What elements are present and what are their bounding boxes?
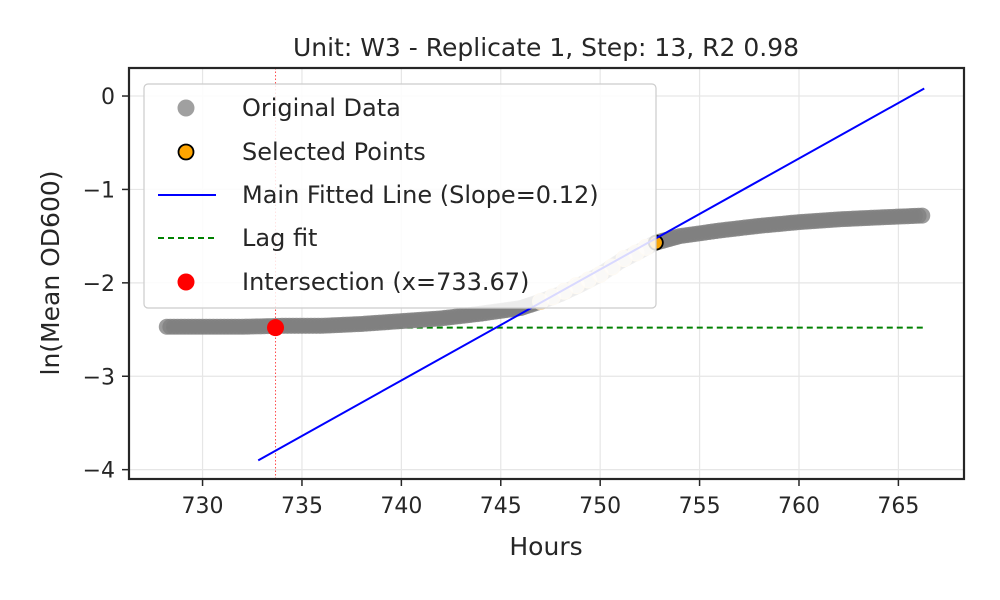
x-tick-label: 750 [579, 494, 621, 519]
x-tick-label: 740 [380, 494, 422, 519]
legend-marker-selected-points [177, 143, 195, 161]
legend-box [143, 83, 657, 309]
x-tick-label: 730 [182, 494, 224, 519]
chart-title: Unit: W3 - Replicate 1, Step: 13, R2 0.9… [293, 33, 799, 62]
original-data-points [158, 207, 931, 335]
legend-label-main-fitted-line: Main Fitted Line (Slope=0.12) [242, 181, 599, 209]
legend-marker-original-data [177, 99, 195, 117]
x-tick-label: 745 [480, 494, 522, 519]
y-tick-label: 0 [101, 85, 115, 110]
x-tick-label: 760 [778, 494, 820, 519]
original-data-point [914, 207, 931, 224]
legend-label-original-data: Original Data [242, 94, 401, 122]
x-tick-label: 735 [281, 494, 323, 519]
x-tick-label: 765 [877, 494, 919, 519]
x-tick-label: 755 [679, 494, 721, 519]
legend-label-selected-points: Selected Points [242, 138, 426, 166]
y-tick-label: −1 [83, 178, 115, 203]
y-axis-ticks: 0 −1 −2 −3 −4 [83, 85, 129, 484]
plot-frame [127, 66, 966, 481]
legend: Original Data Selected Points Main Fitte… [143, 83, 657, 309]
y-tick-label: −3 [83, 365, 115, 390]
legend-markers [158, 99, 216, 291]
x-axis-label: Hours [509, 532, 582, 561]
intersection-point [267, 319, 285, 337]
legend-label-intersection: Intersection (x=733.67) [242, 268, 529, 296]
y-tick-label: −2 [83, 272, 115, 297]
legend-marker-intersection [177, 273, 195, 291]
intersection-marker [267, 319, 285, 337]
legend-label-lag-fit: Lag fit [242, 224, 317, 252]
y-axis-label: ln(Mean OD600) [36, 170, 65, 375]
y-tick-label: −4 [83, 459, 115, 484]
x-axis-ticks: 730 735 740 745 750 755 760 765 [182, 479, 919, 519]
